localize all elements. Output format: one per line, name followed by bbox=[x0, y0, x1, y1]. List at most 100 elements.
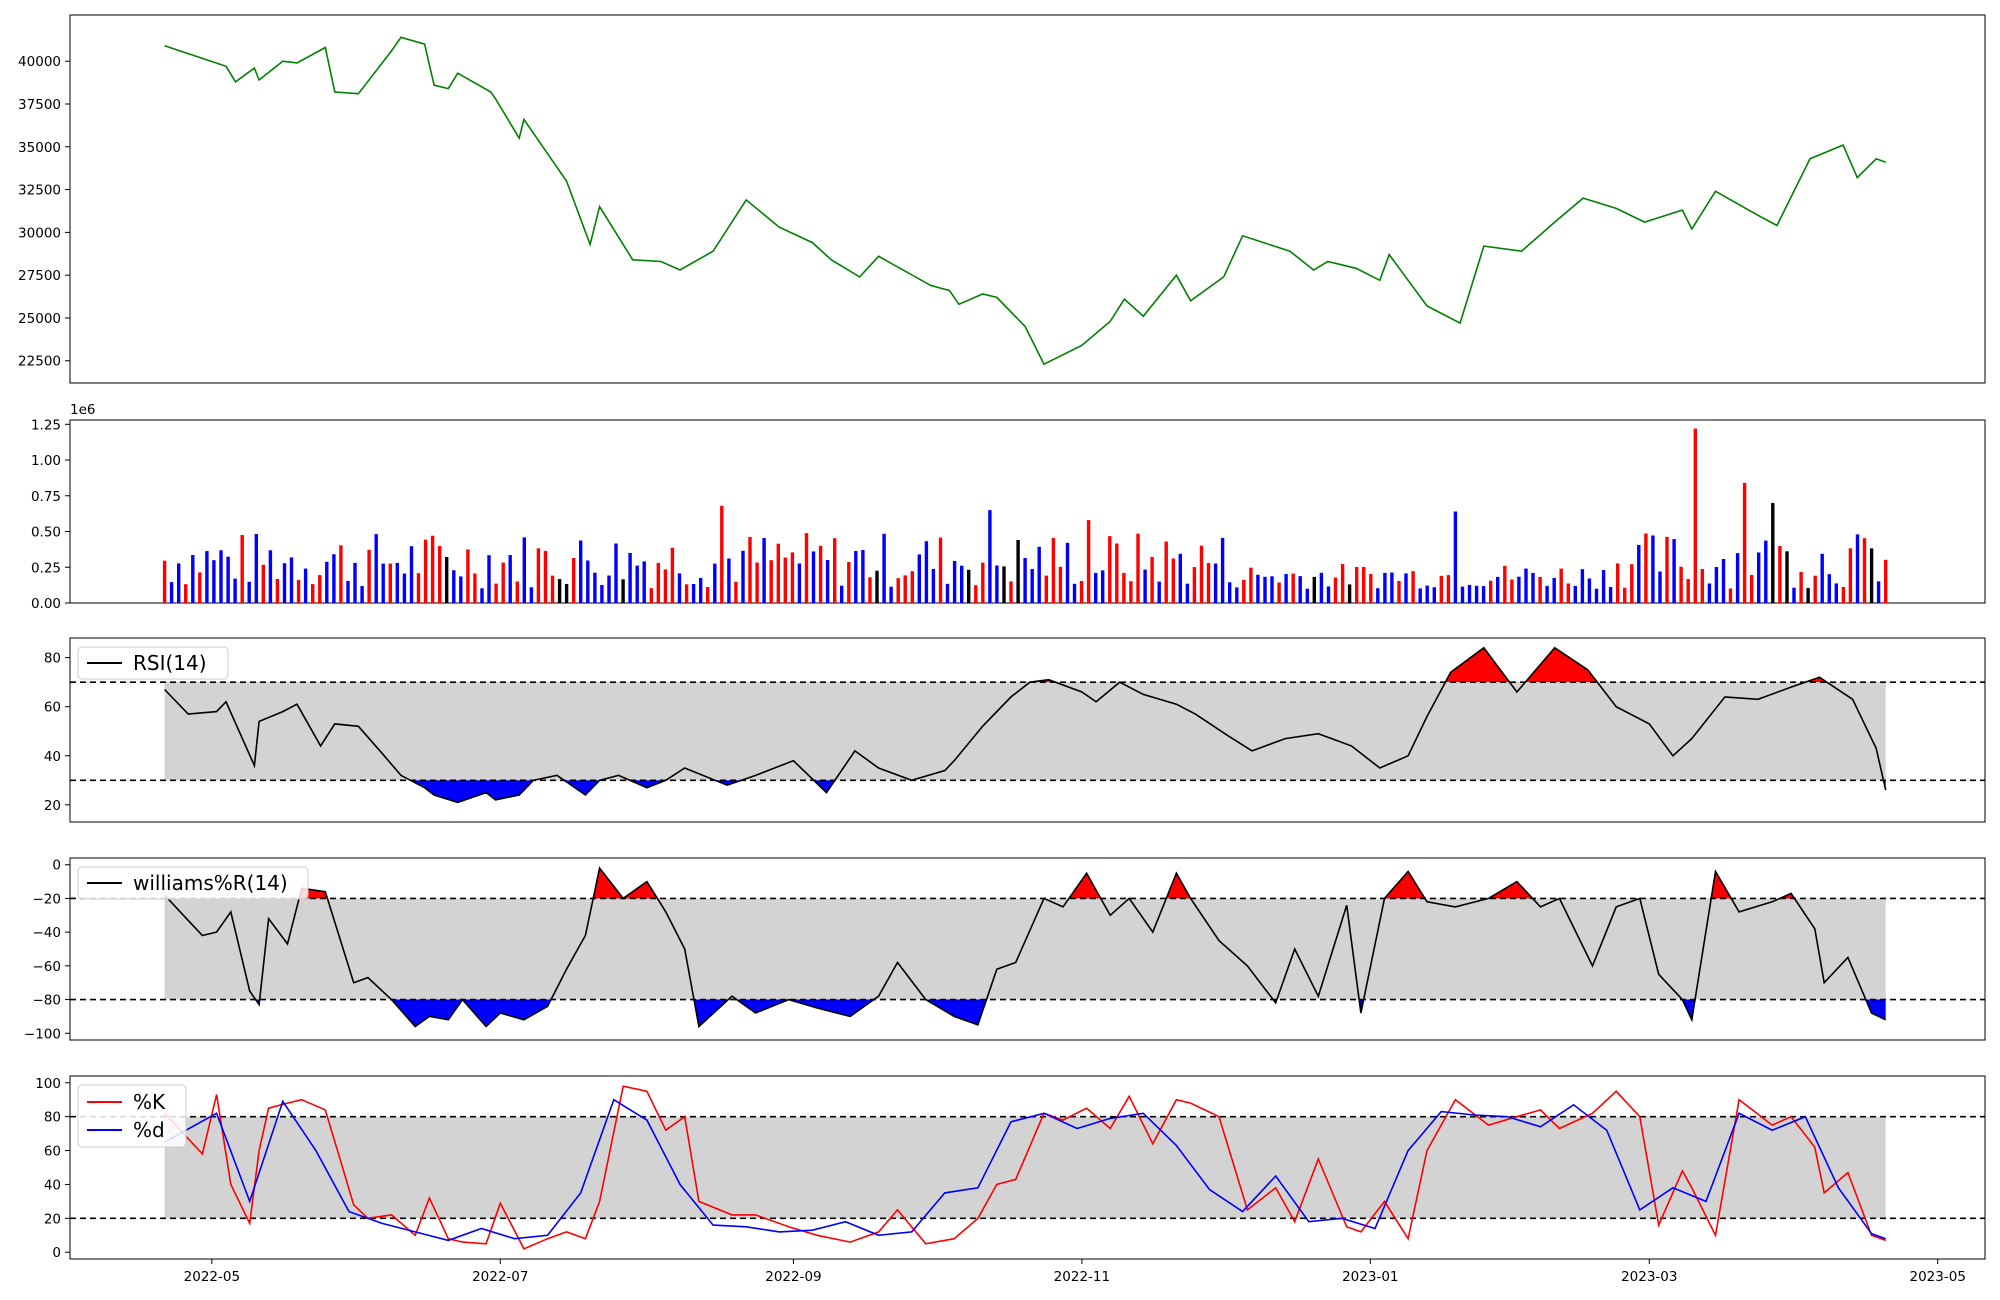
x-tick-label: 2023-01 bbox=[1342, 1269, 1398, 1285]
volume-bar bbox=[1404, 573, 1408, 603]
volume-bar bbox=[931, 569, 936, 603]
volume-bar bbox=[353, 562, 357, 603]
volume-bar bbox=[515, 581, 519, 603]
williams-oversold-fill bbox=[391, 999, 463, 1027]
volume-bar bbox=[586, 560, 590, 603]
volume-bar bbox=[1383, 572, 1387, 603]
williams-overbought-fill bbox=[1711, 871, 1732, 899]
volume-bar bbox=[1065, 542, 1070, 603]
volume-bar bbox=[910, 571, 914, 603]
volume-bar bbox=[1813, 575, 1817, 603]
volume-bar bbox=[445, 557, 449, 603]
volume-bar bbox=[1665, 536, 1669, 603]
volume-bar bbox=[642, 561, 646, 603]
volume-bar bbox=[1122, 572, 1126, 603]
volume-ytick-label: 0.75 bbox=[31, 489, 61, 505]
stochastic-frame bbox=[69, 1075, 1986, 1260]
volume-bar bbox=[1108, 536, 1112, 603]
williams-line bbox=[164, 866, 1887, 1029]
volume-bar bbox=[522, 537, 526, 603]
volume-bar bbox=[607, 575, 611, 603]
volume-bar bbox=[360, 586, 364, 603]
volume-bar bbox=[1742, 482, 1747, 603]
volume-bars bbox=[162, 428, 1888, 603]
stochastic-ytick-label: 0 bbox=[52, 1245, 61, 1261]
volume-bar bbox=[402, 573, 407, 603]
volume-bar bbox=[1630, 564, 1634, 603]
volume-bar bbox=[1220, 537, 1225, 603]
volume-bar bbox=[1841, 587, 1846, 603]
rsi-legend: RSI(14) bbox=[77, 646, 229, 680]
volume-bar bbox=[381, 563, 385, 603]
williams-oversold-fill bbox=[788, 999, 874, 1017]
rsi-ytick-label: 40 bbox=[44, 749, 61, 765]
volume-bar bbox=[564, 584, 569, 603]
price-ytick-label: 37500 bbox=[18, 97, 61, 113]
x-tick-label: 2022-11 bbox=[1054, 1269, 1110, 1285]
price-ytick-label: 22500 bbox=[18, 354, 61, 370]
volume-bar bbox=[1178, 553, 1182, 603]
volume-bar bbox=[1785, 551, 1789, 603]
volume-bar bbox=[1263, 576, 1267, 603]
volume-bar bbox=[1876, 581, 1881, 603]
williams-ytick-label: −20 bbox=[33, 891, 62, 907]
volume-bar bbox=[1213, 563, 1218, 603]
volume-bar bbox=[882, 533, 886, 603]
volume-bar bbox=[1270, 576, 1274, 603]
stochastic-ytick-label: 60 bbox=[44, 1144, 61, 1160]
volume-bar bbox=[720, 505, 724, 603]
volume-bar bbox=[1002, 566, 1006, 603]
volume-bar bbox=[600, 585, 604, 603]
rsi-oversold-fill bbox=[564, 780, 600, 795]
volume-bar bbox=[988, 510, 992, 603]
volume-bar bbox=[162, 560, 167, 603]
volume-bar bbox=[536, 548, 541, 603]
volume-bar bbox=[1855, 534, 1860, 603]
stochastic-k-line bbox=[164, 1085, 1886, 1250]
volume-bar bbox=[501, 562, 505, 603]
volume-bar bbox=[1517, 576, 1521, 603]
volume-bar bbox=[1249, 567, 1253, 603]
volume-bar bbox=[1735, 553, 1740, 603]
x-axis: 2022-05 2022-07 2022-09 2022-11 2023-01 2023-… bbox=[184, 1259, 1966, 1285]
williams-legend-label: williams%R(14) bbox=[133, 871, 288, 895]
volume-bar bbox=[557, 579, 562, 603]
volume-bar bbox=[1397, 581, 1401, 603]
price-line bbox=[164, 36, 1886, 366]
volume-bar bbox=[1792, 587, 1796, 603]
x-tick-label: 2022-07 bbox=[472, 1269, 528, 1285]
williams-oversold-fill bbox=[1865, 999, 1886, 1020]
volume-bar bbox=[1637, 544, 1641, 603]
volume-bar bbox=[1291, 573, 1295, 603]
volume-bar bbox=[1778, 546, 1782, 603]
volume-bar bbox=[1453, 511, 1458, 603]
volume-bar bbox=[1587, 578, 1592, 603]
volume-bar bbox=[1644, 533, 1648, 603]
volume-bar bbox=[699, 578, 703, 603]
rsi-ytick-label: 20 bbox=[44, 798, 61, 814]
volume-bar bbox=[388, 563, 392, 603]
volume-bar bbox=[240, 535, 244, 603]
volume-bar bbox=[691, 584, 696, 603]
volume-bar bbox=[1481, 586, 1486, 603]
volume-bar bbox=[656, 562, 660, 603]
price-frame bbox=[69, 14, 1986, 384]
x-tick-label: 2022-05 bbox=[184, 1269, 240, 1285]
volume-bar bbox=[311, 584, 315, 603]
volume-bar bbox=[945, 583, 950, 603]
volume-bar bbox=[1771, 502, 1775, 603]
volume-bar bbox=[1884, 559, 1888, 603]
volume-bar bbox=[811, 551, 816, 603]
volume-bar bbox=[459, 576, 463, 603]
volume-bar bbox=[1728, 588, 1733, 603]
volume-bar bbox=[452, 570, 456, 603]
volume-bar bbox=[1192, 567, 1197, 603]
volume-bar bbox=[1651, 535, 1655, 603]
rsi-overbought-fill bbox=[1525, 647, 1598, 683]
williams-overbought-fill bbox=[1166, 873, 1191, 899]
volume-bar bbox=[1136, 533, 1140, 603]
volume-bar bbox=[981, 562, 985, 603]
volume-bar bbox=[191, 555, 195, 603]
stochastic-d-line bbox=[164, 1098, 1886, 1242]
williams-oversold-fill bbox=[925, 999, 987, 1025]
